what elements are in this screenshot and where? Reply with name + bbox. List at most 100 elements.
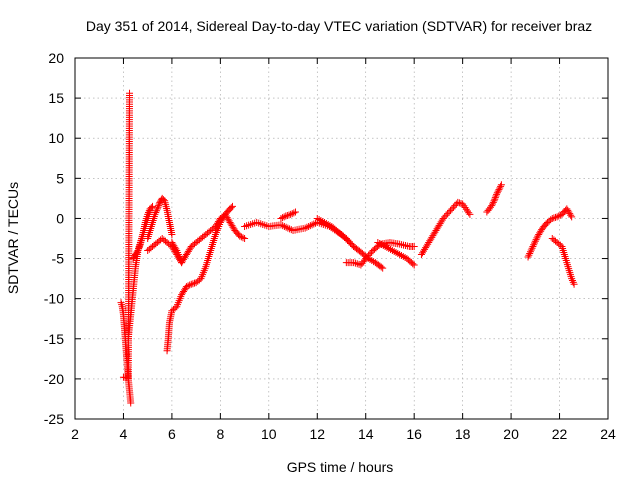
x-tick-label: 4 — [120, 426, 128, 442]
data-point-marker — [280, 222, 288, 230]
x-axis-label: GPS time / hours — [287, 459, 394, 475]
data-point-marker — [241, 235, 249, 242]
data-point-marker — [308, 221, 316, 229]
data-point-marker — [350, 259, 358, 267]
data-series — [117, 299, 135, 407]
data-point-marker — [454, 198, 462, 206]
data-point-marker — [529, 243, 537, 251]
data-point-marker — [279, 214, 287, 222]
data-point-marker — [489, 200, 497, 208]
data-point-marker — [531, 237, 539, 245]
data-point-marker — [494, 187, 502, 195]
data-point-marker — [365, 251, 373, 259]
data-point-marker — [410, 261, 418, 269]
y-tick-label: -25 — [44, 411, 64, 427]
data-point-marker — [305, 222, 313, 230]
data-point-marker — [570, 280, 578, 288]
y-tick-label: 20 — [48, 50, 64, 66]
data-point-marker — [324, 220, 332, 228]
y-tick-label: -10 — [44, 291, 64, 307]
data-point-marker — [379, 264, 387, 272]
data-point-marker — [568, 213, 576, 221]
data-point-marker — [555, 212, 563, 220]
data-series — [313, 214, 387, 272]
data-point-marker — [377, 241, 385, 249]
data-point-marker — [237, 233, 245, 241]
data-point-marker — [147, 204, 155, 212]
data-point-marker — [310, 220, 318, 228]
data-point-marker — [155, 202, 163, 210]
data-point-marker — [455, 199, 463, 207]
data-point-marker — [495, 186, 503, 194]
data-point-marker — [313, 214, 321, 222]
data-point-marker — [381, 243, 389, 251]
data-point-marker — [452, 200, 460, 208]
data-point-marker — [344, 236, 352, 244]
data-point-marker — [553, 213, 561, 221]
data-point-marker — [280, 213, 288, 221]
data-point-marker — [126, 89, 134, 97]
x-axis-ticks: 2 4 6 8 10 12 14 16 18 20 22 24 — [71, 58, 616, 442]
data-point-marker — [159, 196, 167, 204]
x-tick-label: 24 — [600, 426, 616, 442]
data-point-marker — [301, 224, 309, 232]
data-point-marker — [286, 225, 294, 233]
data-point-marker — [531, 239, 539, 247]
data-point-marker — [388, 247, 396, 255]
data-point-marker — [533, 234, 541, 242]
data-point-marker — [448, 205, 456, 213]
data-point-marker — [363, 253, 371, 261]
y-tick-label: 5 — [56, 170, 64, 186]
data-series — [548, 235, 578, 288]
data-point-marker — [441, 213, 449, 221]
plot-border — [74, 57, 609, 420]
data-point-marker — [321, 218, 329, 226]
data-point-marker — [191, 279, 199, 287]
data-point-marker — [368, 248, 376, 256]
data-point-marker — [528, 244, 536, 252]
x-tick-label: 10 — [261, 426, 277, 442]
data-point-marker — [172, 245, 180, 253]
data-point-marker — [282, 212, 290, 220]
data-point-marker — [394, 250, 402, 258]
data-point-marker — [136, 242, 144, 250]
data-points — [117, 89, 578, 407]
data-series — [417, 198, 474, 259]
data-point-marker — [285, 211, 293, 219]
data-series — [163, 202, 236, 355]
data-point-marker — [155, 200, 163, 208]
x-tick-label: 2 — [71, 426, 79, 442]
data-point-marker — [552, 213, 560, 221]
data-point-marker — [490, 197, 498, 205]
data-point-marker — [550, 214, 558, 222]
data-point-marker — [133, 248, 141, 256]
data-point-marker — [355, 260, 363, 268]
data-point-marker — [187, 280, 195, 288]
x-tick-label: 12 — [309, 426, 325, 442]
data-point-marker — [168, 230, 176, 238]
data-series — [144, 194, 176, 242]
data-point-marker — [279, 222, 287, 230]
x-tick-label: 14 — [358, 426, 374, 442]
data-point-marker — [362, 255, 370, 263]
data-series — [524, 205, 576, 261]
data-series — [342, 239, 418, 269]
data-point-marker — [439, 214, 447, 222]
plot-frame — [74, 57, 609, 420]
data-point-marker — [374, 239, 382, 247]
data-point-marker — [493, 190, 501, 198]
data-point-marker — [153, 205, 161, 213]
y-axis-label: SDTVAR / TECUs — [5, 182, 21, 294]
data-point-marker — [376, 240, 384, 248]
data-point-marker — [530, 241, 538, 249]
data-series — [483, 181, 505, 216]
chart-title: Day 351 of 2014, Sidereal Day-to-day VTE… — [86, 18, 592, 34]
data-point-marker — [315, 215, 323, 223]
data-point-marker — [182, 283, 190, 291]
data-point-marker — [135, 243, 143, 251]
data-point-marker — [444, 210, 452, 218]
data-point-marker — [525, 251, 533, 259]
data-series — [374, 239, 418, 269]
data-point-marker — [322, 219, 330, 227]
